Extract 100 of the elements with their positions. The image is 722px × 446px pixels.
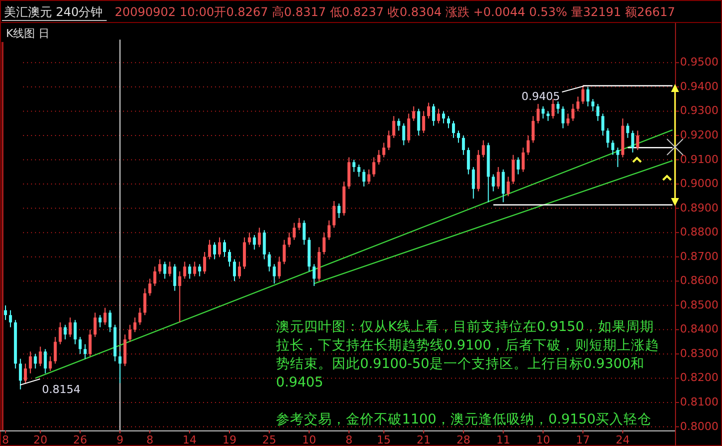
candlestick	[611, 140, 614, 156]
candlestick	[213, 242, 216, 260]
candlestick	[223, 239, 226, 258]
candlestick	[74, 319, 77, 345]
candlestick	[148, 278, 152, 296]
y-tick-label: 0.8000	[680, 420, 718, 433]
candlestick	[556, 100, 560, 114]
candlestick	[496, 166, 500, 190]
candlestick	[302, 220, 306, 246]
candlestick	[24, 363, 27, 384]
candlestick	[4, 304, 7, 320]
candlestick	[64, 324, 67, 340]
candlestick	[138, 307, 142, 326]
candlestick	[512, 154, 515, 185]
candlestick	[143, 288, 146, 316]
candlestick	[377, 150, 380, 166]
candlestick	[546, 110, 550, 122]
candlestick	[34, 353, 37, 370]
candlestick	[292, 222, 296, 240]
annotation: 0.9405	[522, 90, 560, 103]
x-tick-label: 19	[222, 433, 236, 446]
candlestick	[228, 249, 231, 268]
candlestick	[591, 98, 594, 112]
candlestick	[332, 200, 336, 228]
candlestick	[562, 106, 564, 129]
candlestick	[522, 147, 525, 172]
candlestick	[357, 164, 360, 178]
candlestick	[248, 232, 251, 246]
candlestick	[78, 336, 82, 354]
candlestick	[218, 236, 222, 258]
y-tick-label: 0.8200	[680, 371, 718, 384]
candlestick	[606, 128, 610, 148]
candlestick	[38, 346, 42, 367]
candlestick	[48, 356, 52, 372]
x-tick-label: 8	[345, 433, 352, 446]
candlestick	[193, 261, 196, 277]
x-tick-label: 8	[146, 433, 154, 446]
y-tick-label: 0.9000	[680, 177, 718, 190]
candlestick	[576, 96, 580, 112]
candlestick	[153, 266, 156, 286]
candlestick	[482, 140, 485, 158]
subtitle: 20090902 10:00开0.8267 高0.8317 低0.8237 收0.8304 涨跌 +0.0044 0.53% 量32191 额26617	[114, 5, 676, 19]
candlestick	[472, 166, 475, 200]
y-tick-label: 0.9100	[680, 152, 718, 166]
candlestick	[412, 106, 416, 122]
x-tick-label: 20	[33, 433, 48, 446]
candlestick	[502, 168, 505, 203]
candlestick	[338, 202, 340, 219]
candlestick	[516, 156, 520, 175]
x-tick-label: 17	[576, 433, 590, 446]
x-tick-label: 10	[536, 433, 550, 446]
candlestick	[581, 85, 584, 104]
x-tick-label: 21	[416, 433, 431, 446]
annotation: 0.8154	[42, 383, 80, 396]
candlestick	[94, 312, 97, 338]
candlestick	[84, 344, 87, 360]
candlestick	[28, 351, 32, 374]
candlestick	[328, 220, 331, 240]
y-tick-label: 0.9400	[680, 80, 718, 93]
candlestick	[68, 317, 72, 338]
candlestick	[466, 147, 470, 175]
x-tick-label: 15	[376, 433, 391, 446]
candlestick	[232, 258, 236, 282]
candlestick	[382, 142, 386, 158]
y-tick-label: 0.9500	[680, 56, 718, 69]
title: 美汇澳元 240分钟	[4, 5, 103, 19]
candlestick	[362, 168, 366, 187]
x-tick-label: 26	[73, 433, 88, 446]
candlestick	[322, 232, 326, 255]
candlestick	[258, 227, 261, 248]
candlestick	[8, 310, 12, 328]
x-tick-label: 14	[182, 433, 197, 446]
candlestick	[571, 103, 574, 122]
candlestick	[442, 110, 446, 124]
candlestick	[252, 234, 256, 250]
candlestick	[44, 348, 47, 374]
candlestick	[596, 103, 600, 122]
candlestick	[133, 317, 136, 333]
candlestick	[88, 329, 92, 357]
candlestick	[158, 258, 162, 274]
candlestick	[108, 310, 112, 333]
candlestick	[407, 113, 410, 144]
candlestick	[532, 116, 535, 144]
candlestick	[238, 261, 241, 280]
candlestick	[278, 256, 281, 280]
candlestick	[298, 218, 301, 231]
y-tick-label: 0.8700	[680, 250, 718, 263]
candlestick	[272, 264, 276, 284]
candlestick	[526, 134, 530, 156]
annotation: K线图 日	[6, 27, 50, 40]
candlestick	[447, 116, 450, 129]
candlestick	[198, 264, 202, 277]
candlestick	[626, 122, 630, 138]
y-tick-label: 0.8400	[680, 322, 718, 336]
x-tick-label: 9	[116, 433, 124, 446]
candlestick	[397, 118, 400, 132]
candlestick	[536, 103, 540, 124]
candlestick	[262, 230, 266, 260]
candlestick	[427, 102, 430, 119]
candlestick	[402, 122, 406, 146]
